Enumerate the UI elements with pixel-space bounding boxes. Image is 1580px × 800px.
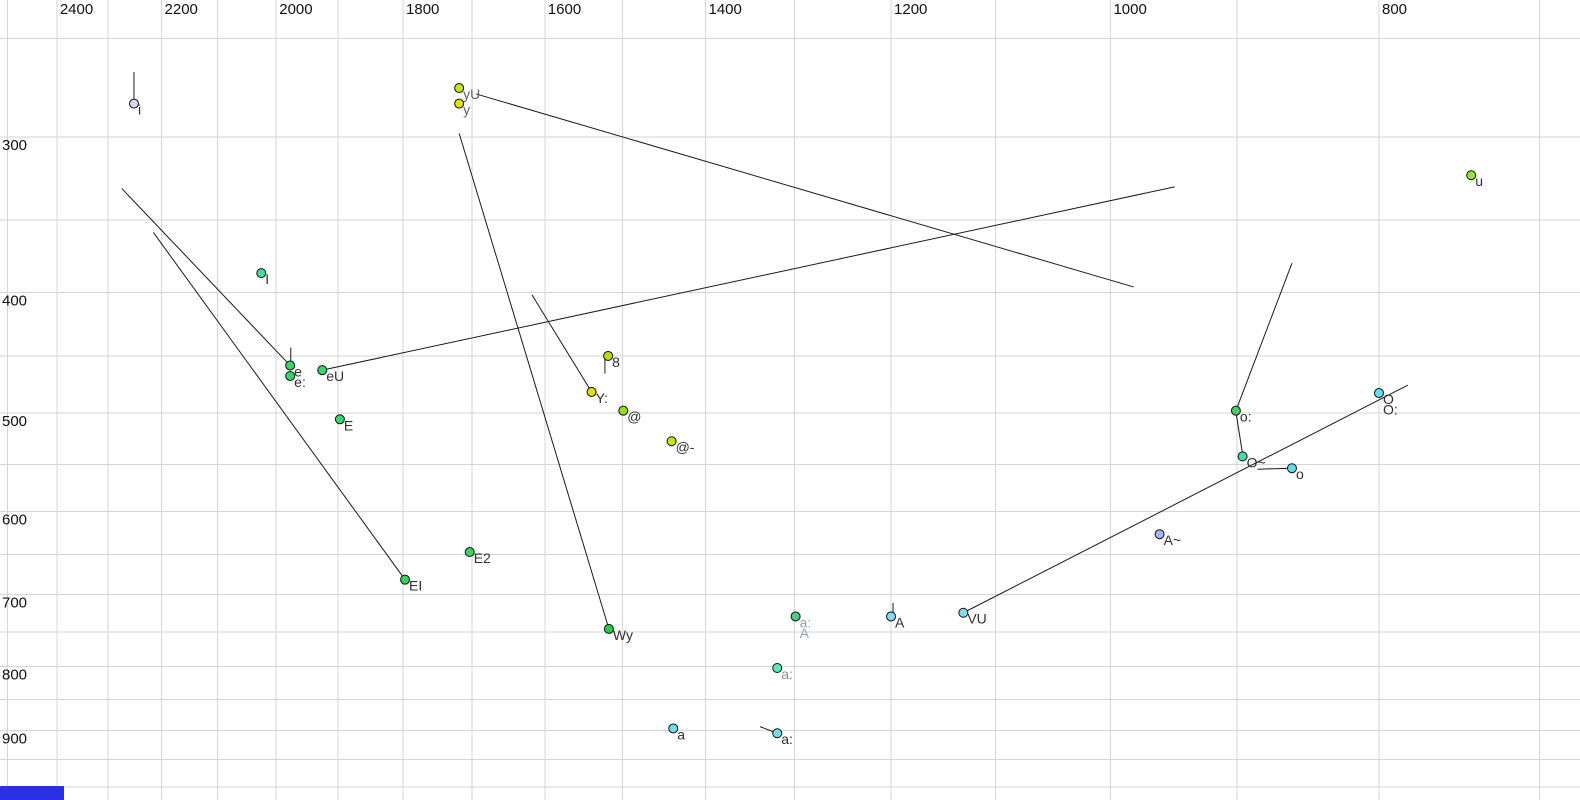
data-point-i[interactable] [128,98,139,109]
point-label-A: A [800,625,810,641]
data-point-e[interactable] [285,360,296,371]
trajectory-y-glide [458,133,610,630]
point-label-@-: @- [676,439,695,455]
data-point-a:[interactable] [772,662,783,673]
x-tick-label-800: 800 [1382,1,1407,18]
data-point-O~[interactable] [1237,451,1248,462]
y-tick-label-700: 700 [2,595,27,612]
y-tick-label-800: 800 [2,667,27,684]
data-point-e:[interactable] [285,370,296,381]
x-tick-label-1800: 1800 [406,1,439,18]
y-tick-label-400: 400 [2,292,27,309]
trajectory-eU-glide [322,186,1175,371]
point-label-a:: a: [800,614,812,630]
data-point-E2[interactable] [464,547,475,558]
y-tick-label-300: 300 [2,137,27,154]
point-label-O~: O~ [1247,454,1266,470]
point-label-I: I [265,271,269,287]
data-point-Wy[interactable] [603,623,614,634]
point-label-O: O [1383,391,1394,407]
point-label-EI: EI [409,578,422,594]
point-label-VU: VU [967,611,986,627]
x-tick-label-2000: 2000 [279,1,312,18]
trajectory-e-glide [121,188,291,366]
point-label-o:: o: [1240,409,1252,425]
data-point-VU[interactable] [958,607,969,618]
x-tick-label-2200: 2200 [165,1,198,18]
trajectory-o:-to-O~ [1235,411,1244,455]
data-point-o[interactable] [1286,463,1297,474]
data-point-y[interactable] [454,98,465,109]
point-label-yU: yU [463,86,480,102]
data-point-I[interactable] [256,268,267,279]
point-label-E2: E2 [474,550,491,566]
trajectory-o:-glide [1235,263,1293,411]
point-label-e:: e: [294,374,306,390]
point-label-u: u [1475,173,1483,189]
data-point-u[interactable] [1466,170,1477,181]
data-point-E[interactable] [334,414,345,425]
point-label-@: @ [627,409,641,425]
y-tick-label-600: 600 [2,511,27,528]
point-label-o: o [1296,466,1304,482]
point-label-e: e [294,363,302,379]
y-tick-label-500: 500 [2,413,27,430]
data-point-eU[interactable] [317,365,328,376]
point-label-A: A [895,614,905,630]
point-label-a:: a: [781,731,793,747]
x-tick-label-1000: 1000 [1113,1,1146,18]
data-point-8[interactable] [603,350,614,361]
point-label-i: i [138,102,141,118]
point-label-O:: O: [1383,402,1398,418]
data-point-@[interactable] [618,405,629,416]
x-tick-label-1400: 1400 [709,1,742,18]
x-tick-label-2400: 2400 [60,1,93,18]
data-point-a[interactable] [668,723,679,734]
point-label-8: 8 [612,354,620,370]
data-point-yU[interactable] [454,83,465,94]
selection-highlight [0,786,64,800]
y-tick-label-900: 900 [2,730,27,747]
x-tick-label-1200: 1200 [894,1,927,18]
data-point-Y:[interactable] [586,386,597,397]
point-label-a: a [677,726,685,742]
point-label-y: y [463,102,470,118]
trajectory-EI-glide [152,232,406,580]
data-point-@-[interactable] [666,436,677,447]
trajectory-O~-to-o [1257,467,1290,470]
point-label-Wy: Wy [613,627,633,643]
point-label-E: E [344,417,353,433]
trajectory-Y:-glide [531,294,593,393]
point-label-A~: A~ [1164,532,1182,548]
data-point-EI[interactable] [400,574,411,585]
data-point-O[interactable] [1374,388,1384,399]
data-point-a:[interactable] [772,728,783,739]
data-point-A~[interactable] [1154,529,1165,540]
point-label-eU: eU [326,368,344,384]
point-label-Y:: Y: [596,390,608,406]
data-point-a:[interactable] [790,611,801,622]
trajectory-yU-glide [475,93,1134,288]
trajectory-VU-glide [963,384,1409,614]
data-point-o:[interactable] [1230,405,1241,416]
data-point-A[interactable] [886,611,897,622]
x-tick-label-1600: 1600 [548,1,581,18]
point-label-a:: a: [781,666,793,682]
